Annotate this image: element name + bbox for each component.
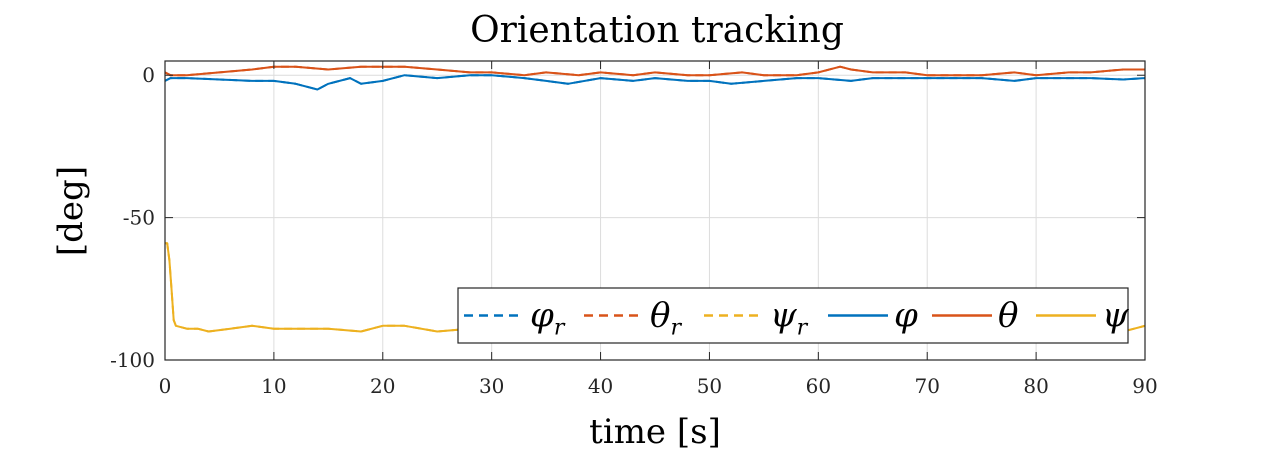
x-tick-label-6: 60 <box>806 374 831 398</box>
x-tick-label-7: 70 <box>914 374 939 398</box>
legend-label-4: θ <box>998 296 1018 336</box>
series-line-3 <box>164 74 1146 91</box>
plot-area: 0 10 20 30 40 50 60 70 80 90 0 -50 -100 <box>110 60 1158 398</box>
series-line-4 <box>164 65 1145 77</box>
y-tick-label-2: -100 <box>110 348 155 372</box>
legend: φr θr ψr φ θ ψ <box>457 287 1129 344</box>
x-tick-label-0: 0 <box>159 374 172 398</box>
x-tick-label-1: 10 <box>261 374 286 398</box>
legend-label-1: θr <box>650 296 682 341</box>
legend-label-0: φr <box>530 296 566 341</box>
y-axis-title: [deg] <box>51 166 91 256</box>
legend-label-2: ψr <box>770 296 809 341</box>
legend-label-5: ψ <box>1102 296 1129 336</box>
y-tick-label-0: 0 <box>142 63 155 87</box>
chart-title: Orientation tracking <box>470 10 844 51</box>
x-tick-label-9: 90 <box>1132 374 1157 398</box>
x-tick-label-2: 20 <box>370 374 395 398</box>
y-tick-label-1: -50 <box>123 206 155 230</box>
axes-box <box>164 60 1146 361</box>
x-axis-title: time [s] <box>589 412 721 452</box>
x-tick-label-4: 40 <box>588 374 613 398</box>
x-tick-label-8: 80 <box>1023 374 1048 398</box>
x-tick-label-3: 30 <box>479 374 504 398</box>
legend-label-3: φ <box>894 296 918 336</box>
x-tick-label-5: 50 <box>697 374 722 398</box>
legend-box <box>457 287 1129 344</box>
